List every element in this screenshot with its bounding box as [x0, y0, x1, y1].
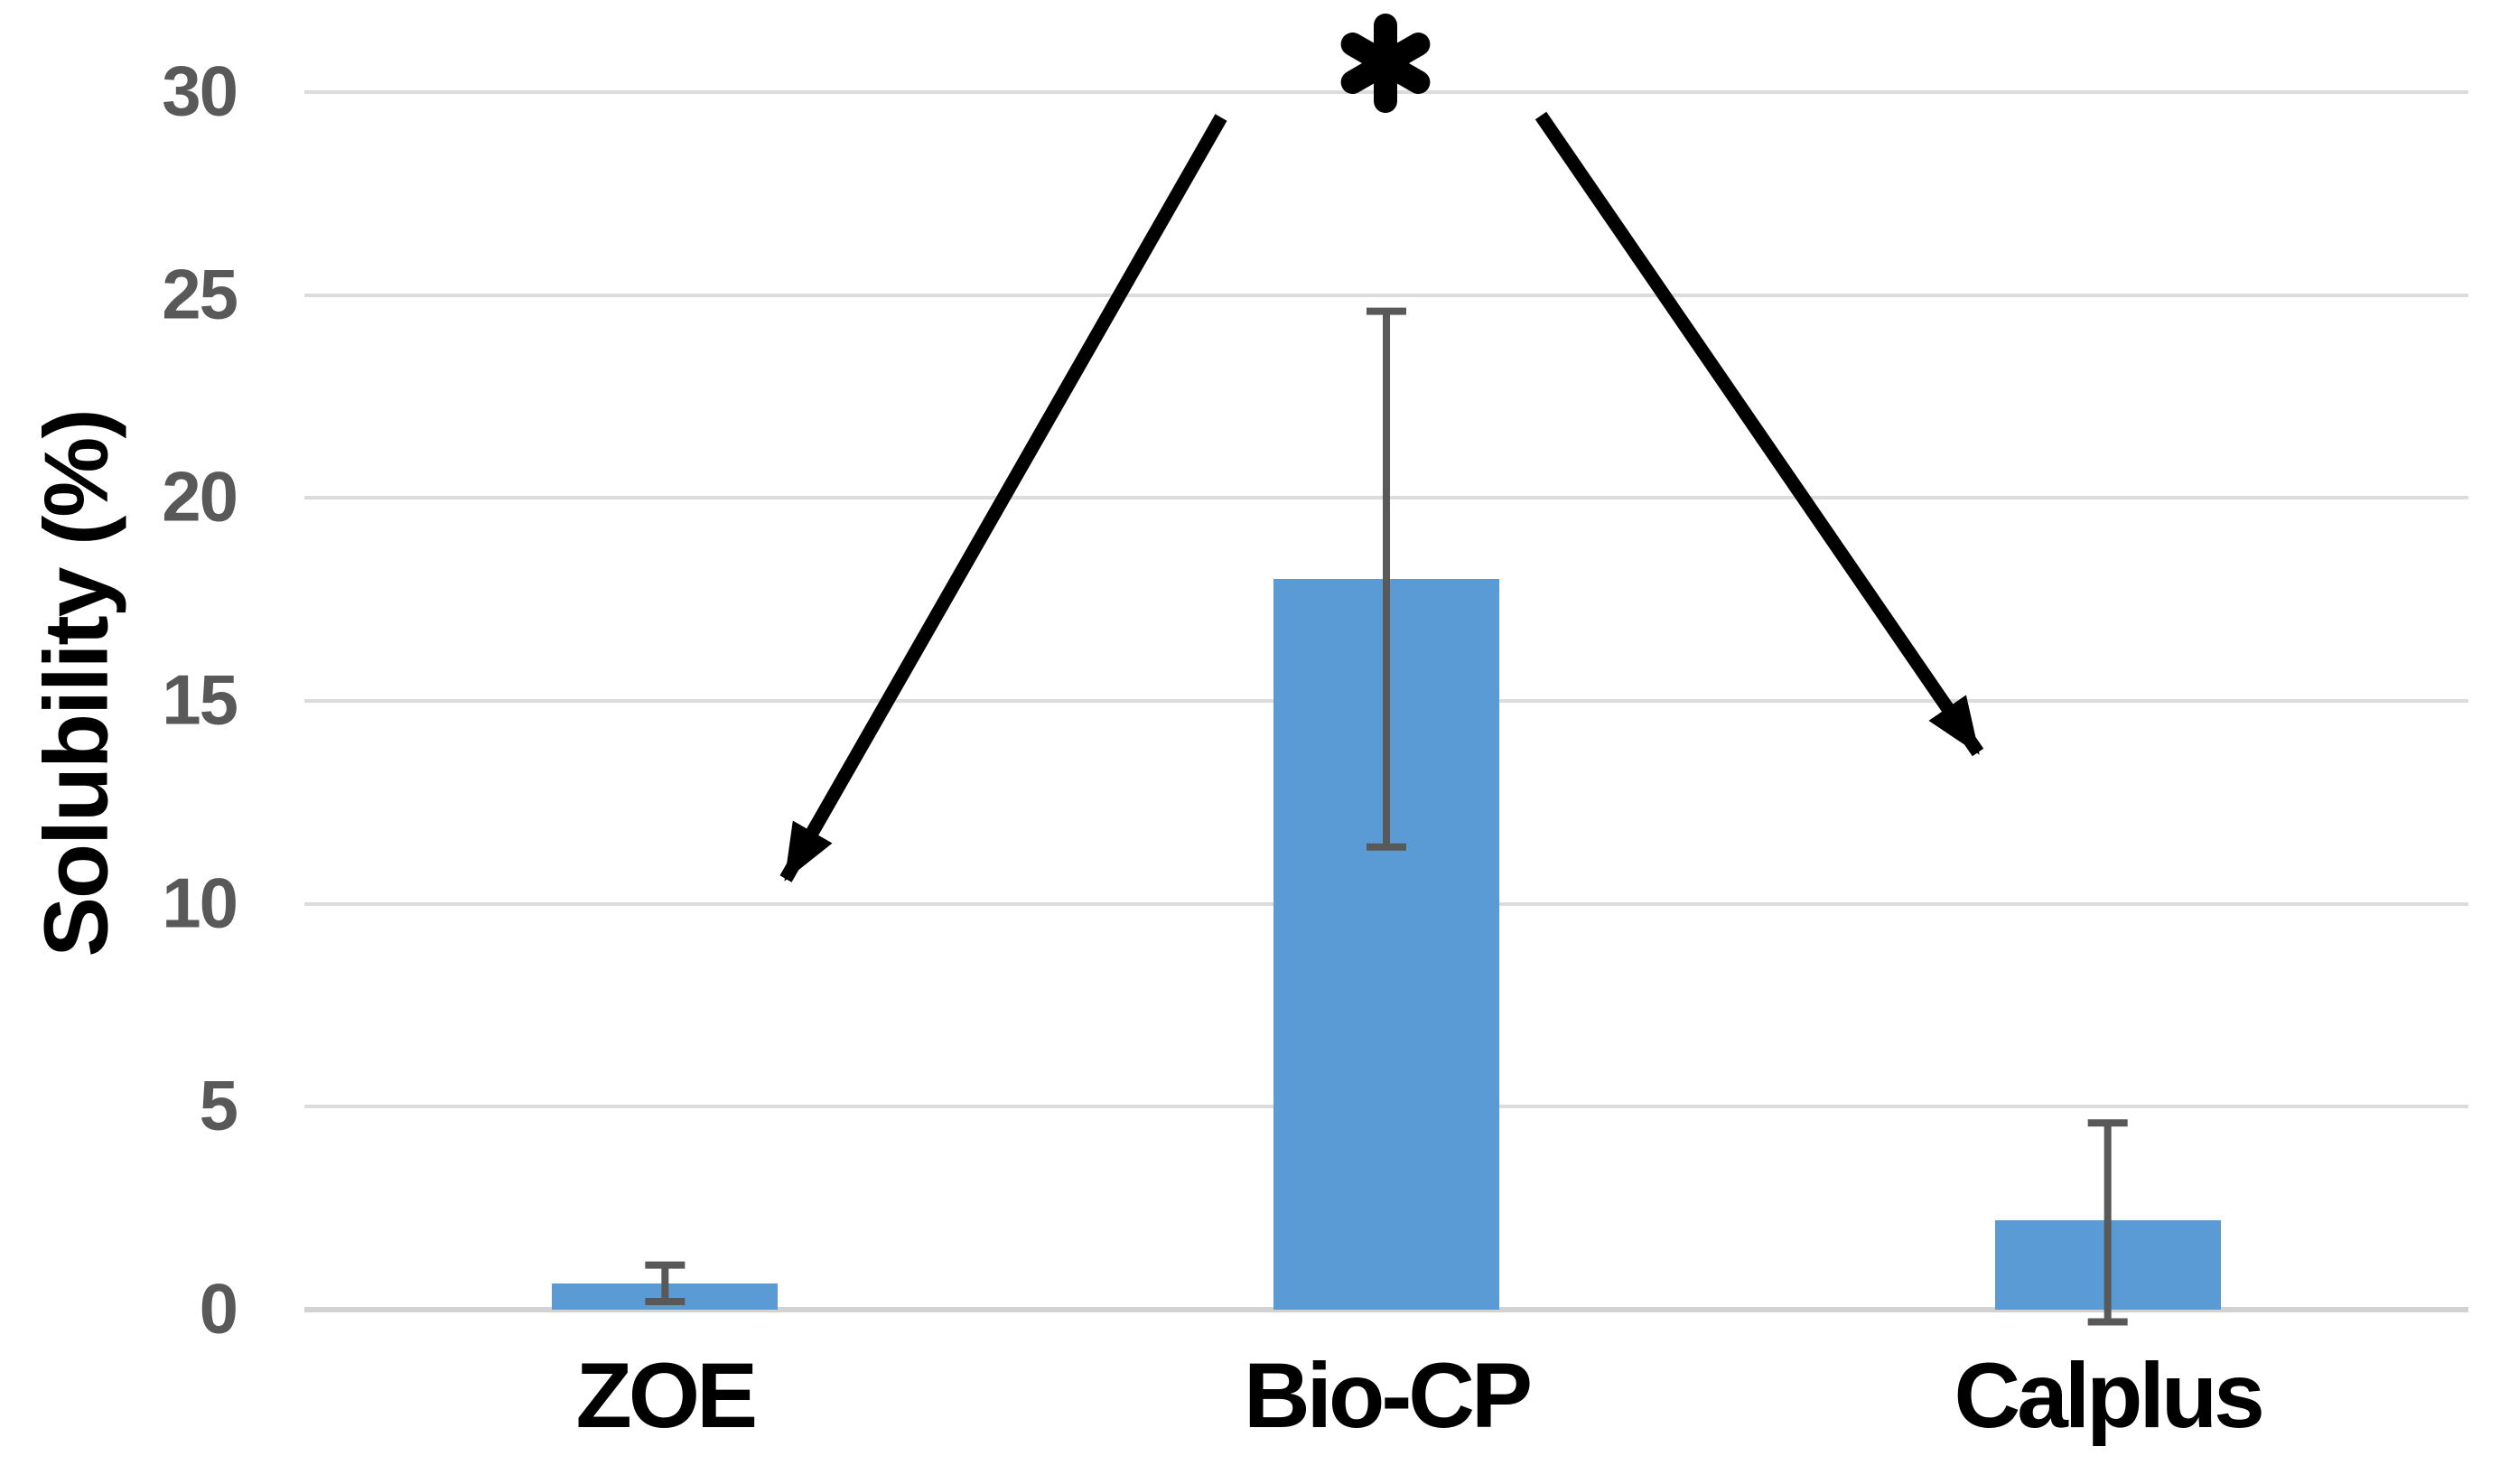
asterisk-stroke: [1340, 33, 1431, 94]
y-tick-label-20: 20: [162, 456, 238, 537]
x-axis-line: [304, 1307, 2468, 1312]
bar-zoe: [552, 1283, 779, 1310]
y-tick-label-10: 10: [162, 863, 238, 943]
y-tick-label-25: 25: [162, 254, 238, 334]
gridline-y25: [304, 293, 2468, 297]
category-label-calplus: Calplus: [1954, 1344, 2264, 1447]
y-tick-label-30: 30: [162, 51, 238, 131]
asterisk-stroke: [1340, 33, 1431, 94]
category-label-zoe: ZOE: [575, 1344, 758, 1447]
y-tick-label-5: 5: [199, 1065, 238, 1145]
bar-calplus: [1994, 1220, 2221, 1310]
gridline-y30: [304, 90, 2468, 94]
significance-arrow-right: [1535, 111, 1984, 757]
y-tick-label-0: 0: [199, 1268, 238, 1349]
category-label-bio-cp: Bio-CP: [1244, 1344, 1533, 1447]
gridline-y20: [304, 496, 2468, 500]
bar-bio-cp: [1273, 579, 1499, 1310]
y-tick-label-15: 15: [162, 659, 238, 740]
